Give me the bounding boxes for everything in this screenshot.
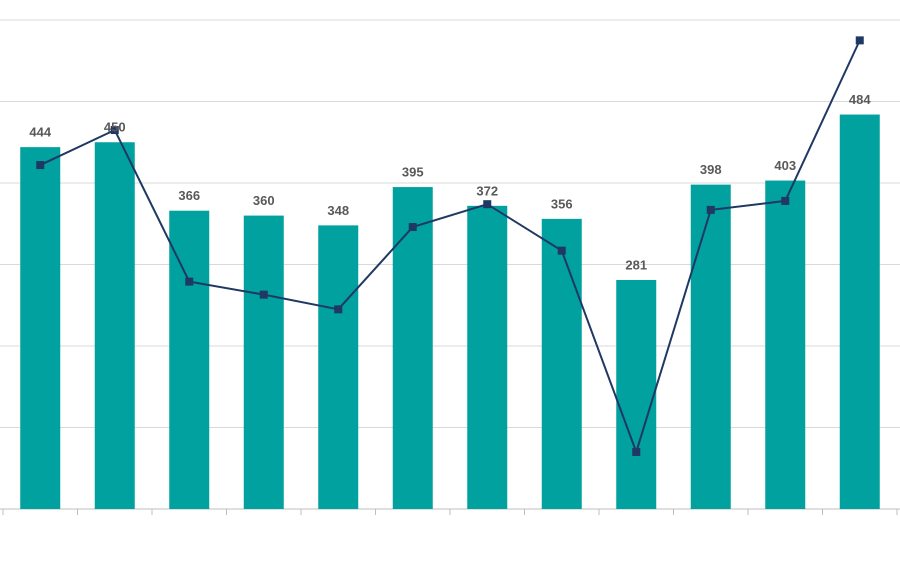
line-marker xyxy=(781,196,790,205)
data-label: 372 xyxy=(476,183,498,198)
data-label: 360 xyxy=(253,193,275,208)
bar xyxy=(690,184,731,509)
data-label: 395 xyxy=(402,165,424,180)
data-label: 281 xyxy=(625,257,647,272)
line-marker xyxy=(557,246,566,255)
bar xyxy=(541,218,582,510)
data-label: 444 xyxy=(29,125,51,140)
data-label: 398 xyxy=(700,162,722,177)
line-marker xyxy=(632,447,641,456)
line-marker xyxy=(36,161,45,170)
line-marker xyxy=(110,126,119,135)
bar xyxy=(20,147,61,509)
bar xyxy=(243,215,284,509)
data-label: 366 xyxy=(178,188,200,203)
line-marker xyxy=(706,205,715,214)
bar xyxy=(765,180,806,509)
line-marker xyxy=(483,200,492,209)
bar xyxy=(169,210,210,509)
bar xyxy=(392,187,433,509)
line-marker xyxy=(259,290,268,299)
line xyxy=(39,39,861,456)
line-marker xyxy=(334,305,343,314)
bar xyxy=(839,114,880,509)
line-marker xyxy=(855,36,864,45)
bar xyxy=(616,279,657,509)
bar xyxy=(467,205,508,509)
data-label: 356 xyxy=(551,196,573,211)
line-marker xyxy=(408,223,417,232)
data-label: 450 xyxy=(104,120,126,135)
line-marker xyxy=(185,277,194,286)
bar xyxy=(94,142,135,509)
data-label: 403 xyxy=(774,158,796,173)
bar xyxy=(318,225,359,509)
data-label: 484 xyxy=(849,92,871,107)
data-label: 348 xyxy=(327,203,349,218)
